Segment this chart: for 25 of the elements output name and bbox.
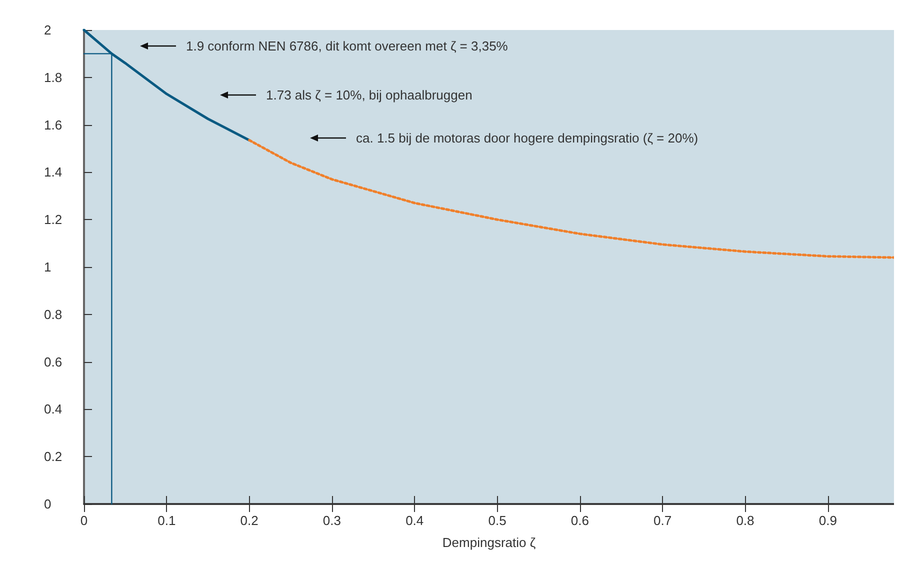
x-tick-label: 0.5	[488, 513, 506, 528]
y-tick-label: 0.6	[44, 354, 62, 370]
x-tick-label: 0.8	[736, 513, 754, 528]
y-tick-label: 1	[44, 260, 52, 274]
x-tick-label: 0.1	[158, 513, 176, 528]
y-tick-label: 0	[44, 496, 52, 512]
y-tick-label: 1.8	[44, 70, 62, 85]
y-tick-label: 1.4	[44, 164, 62, 180]
x-tick-label: 0.9	[818, 513, 837, 528]
x-tick-label: 0.6	[570, 513, 589, 528]
annotation: 1.9 conform NEN 6786, dit komt overeen met ζ = 3,35%	[186, 38, 508, 54]
x-tick-label: 0	[80, 513, 88, 528]
y-tick-label: 0.8	[44, 306, 62, 322]
x-axis-title: Dempingsratio ζ	[442, 535, 536, 550]
annotation: ca. 1.5 bij de motoras door hogere dempingsratio (ζ = 20%)	[356, 130, 698, 146]
y-tick-label: 0.4	[44, 402, 62, 417]
x-tick-label: 0.2	[240, 513, 258, 528]
y-tick-label: 2	[44, 22, 52, 38]
x-tick-label: 0.7	[654, 513, 672, 528]
y-tick-label: 1.2	[44, 212, 62, 228]
x-tick-label: 0.4	[406, 513, 424, 528]
x-tick-label: 0.3	[322, 513, 341, 528]
y-tick-label: 1.6	[44, 117, 62, 132]
y-tick-label: 0.2	[44, 449, 62, 464]
annotation: 1.73 als ζ = 10%, bij ophaalbruggen	[266, 88, 472, 102]
